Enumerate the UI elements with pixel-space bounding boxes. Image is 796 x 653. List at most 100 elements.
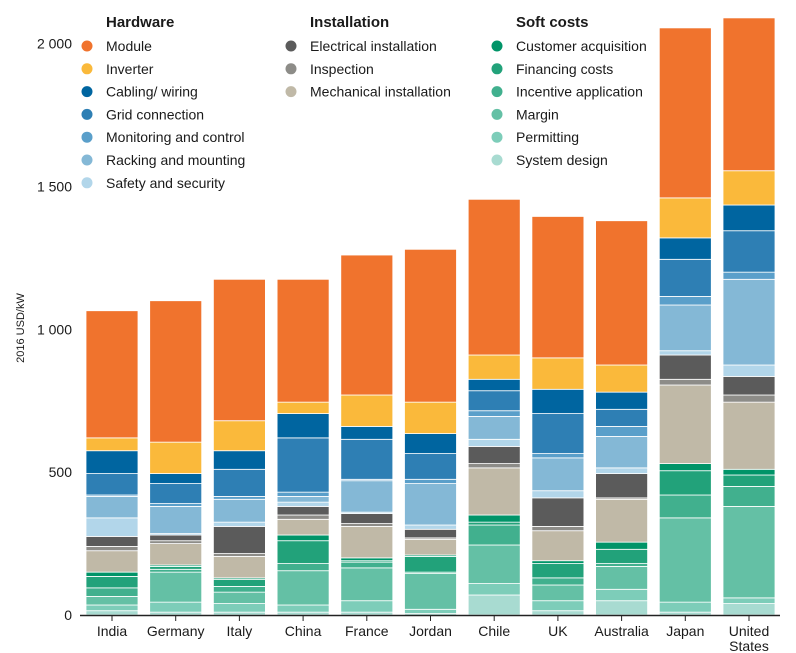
bar-segment-india-grid-connection [85, 473, 139, 496]
legend-swatch-margin [491, 108, 503, 120]
bar-stack-chile [467, 198, 521, 616]
bar-segment-uk-module [531, 216, 585, 359]
legend-label-mechanical-installation: Mechanical installation [310, 84, 451, 100]
bar-segment-france-module [340, 254, 394, 396]
bar-segment-japan-inverter [658, 197, 712, 239]
bar-stack-australia [595, 220, 648, 616]
bar-segment-jordan-grid-connection [404, 453, 457, 480]
bar-segment-jordan-financing-costs [404, 556, 457, 573]
x-tick-label-japan: Japan [666, 623, 704, 639]
bar-segment-united-states-inverter [722, 170, 776, 206]
bar-segment-italy-electrical-installation [212, 526, 266, 554]
bar-segment-france-inspection [340, 523, 394, 527]
legend-swatch-module [81, 40, 93, 52]
bar-segment-germany-permitting [149, 601, 203, 613]
bar-segment-japan-inspection [658, 378, 712, 386]
bar-segment-jordan-margin [404, 573, 457, 610]
bar-segment-japan-customer-acquisition [658, 463, 712, 472]
legend-swatch-incentive-application [491, 86, 503, 98]
bar-segment-united-states-safety-and-security [722, 364, 776, 377]
bar-segment-uk-margin [531, 584, 585, 602]
bar-segment-jordan-monitoring-and-control [404, 478, 457, 484]
bar-segment-united-states-racking-and-mounting [722, 278, 776, 366]
bar-segment-germany-module [149, 300, 203, 443]
bar-segment-japan-incentive-application [658, 494, 712, 519]
legend-group-hardware: Hardware Module Inverter Cabling/ wiring Gri… [81, 14, 245, 191]
legend-swatch-financing-costs [491, 63, 503, 75]
legend-swatch-permitting [491, 131, 503, 143]
bar-segment-china-module [276, 278, 330, 403]
x-tick-label-france: France [345, 623, 389, 639]
bar-segment-japan-safety-and-security [658, 350, 712, 356]
x-tick-label-united-states: United States [729, 623, 769, 653]
x-tick-label-china: China [285, 623, 322, 639]
bar-segment-italy-financing-costs [212, 578, 266, 587]
legend-swatch-inspection [285, 63, 297, 75]
bar-segment-india-inverter [85, 437, 139, 452]
bar-segment-italy-inspection [212, 553, 266, 557]
bar-segment-uk-inspection [531, 526, 585, 532]
bar-segment-germany-monitoring-and-control [149, 503, 203, 507]
bar-segment-australia-electrical-installation [595, 473, 648, 499]
bar-segment-jordan-module [404, 248, 457, 403]
bar-segment-united-states-monitoring-and-control [722, 271, 776, 280]
bar-segment-japan-electrical-installation [658, 354, 712, 380]
bar-segment-germany-inverter [149, 441, 203, 474]
legend-swatch-system-design [491, 154, 503, 166]
x-tick-label-chile: Chile [478, 623, 510, 639]
bar-segment-uk-permitting [531, 600, 585, 612]
bar-stack-uk [531, 216, 585, 616]
bar-segment-china-incentive-application [276, 563, 330, 572]
bar-segment-japan-cabling-wiring [658, 237, 712, 260]
legend-label-electrical-installation: Electrical installation [310, 38, 437, 54]
legend-swatch-racking-and-mounting [81, 154, 93, 166]
bar-segment-uk-safety-and-security [531, 490, 585, 499]
bar-segment-australia-grid-connection [595, 408, 648, 427]
bar-segment-jordan-safety-and-security [404, 524, 457, 530]
bar-segment-france-incentive-application [340, 561, 394, 569]
bar-stack-jordan [404, 248, 457, 616]
bar-segment-japan-grid-connection [658, 258, 712, 297]
bar-segment-chile-module [467, 198, 521, 356]
legend-label-margin: Margin [516, 106, 559, 122]
bar-segment-italy-racking-and-mounting [212, 498, 266, 523]
legend-item-mechanical-installation: Mechanical installation [285, 84, 451, 100]
legend-label-financing-costs: Financing costs [516, 61, 613, 77]
bar-segment-india-safety-and-security [85, 517, 139, 537]
bar-segment-china-permitting [276, 604, 330, 613]
bar-segment-uk-monitoring-and-control [531, 453, 585, 459]
legend-label-incentive-application: Incentive application [516, 84, 643, 100]
y-tick-label-1500: 1 500 [37, 178, 72, 194]
bar-segment-italy-permitting [212, 603, 266, 613]
bar-segment-india-customer-acquisition [85, 571, 139, 577]
bar-stack-india [85, 310, 139, 616]
bar-segment-france-cabling-wiring [340, 426, 394, 440]
bar-segment-france-customer-acquisition [340, 557, 394, 562]
x-tick-label-italy: Italy [227, 623, 253, 639]
bar-segment-united-states-grid-connection [722, 230, 776, 273]
bar-segment-jordan-permitting [404, 608, 457, 614]
bar-segment-chile-margin [467, 544, 521, 584]
bar-segment-japan-margin [658, 517, 712, 603]
legend-label-safety-and-security: Safety and security [106, 175, 225, 191]
x-tick-label-germany: Germany [147, 623, 205, 639]
legend-label-inspection: Inspection [310, 61, 374, 77]
bar-stack-germany [149, 300, 203, 616]
x-tick-label-australia: Australia [594, 623, 649, 639]
bar-segment-italy-module [212, 278, 266, 422]
bar-segment-china-customer-acquisition [276, 534, 330, 542]
legend-group-soft-costs: Soft costs Customer acquisition Financing … [491, 14, 647, 168]
bar-segment-germany-racking-and-mounting [149, 506, 203, 534]
bar-segment-germany-incentive-application [149, 568, 203, 573]
bar-segment-japan-mechanical-installation [658, 384, 712, 464]
legend-group-title: Installation [310, 14, 389, 31]
bar-stack-italy [212, 278, 266, 616]
bar-segment-italy-grid-connection [212, 468, 266, 497]
legend-swatch-grid-connection [81, 108, 93, 120]
legend-label-monitoring-and-control: Monitoring and control [106, 129, 245, 145]
y-axis-title: 2016 USD/kW [15, 293, 27, 363]
bar-segment-australia-financing-costs [595, 548, 648, 564]
legend-swatch-mechanical-installation [285, 86, 297, 98]
bar-segment-chile-monitoring-and-control [467, 410, 521, 417]
bar-segment-australia-mechanical-installation [595, 498, 648, 543]
